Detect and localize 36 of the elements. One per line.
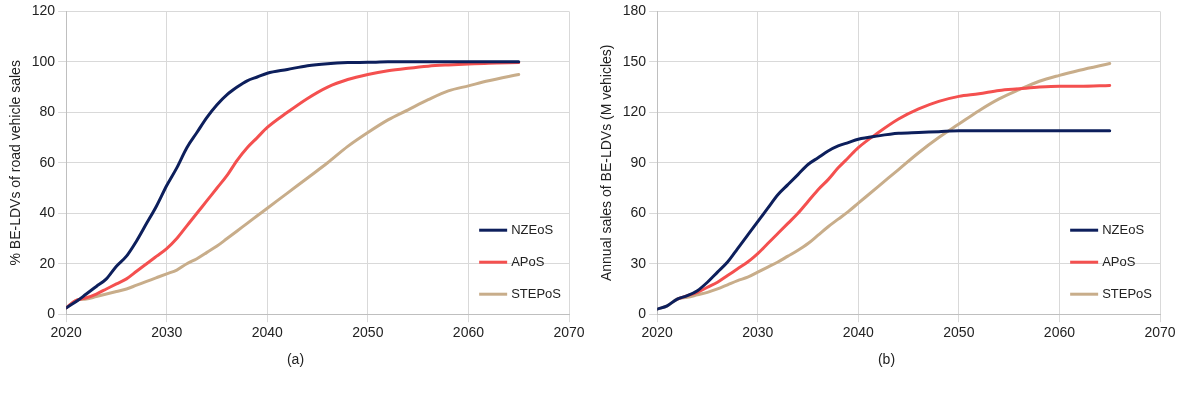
text: (a) <box>285 351 306 367</box>
y-tick-label: 60 <box>630 204 647 221</box>
legend-label: NZEoS <box>511 221 554 237</box>
x-tick-label: 2040 <box>251 324 284 341</box>
y-tick-label: 20 <box>39 254 56 271</box>
y-tick-label: 40 <box>39 204 56 221</box>
x-tick-label: 2050 <box>943 324 975 341</box>
legend-label: APoS <box>511 253 545 269</box>
y-tick-label: 80 <box>39 103 56 120</box>
x-tick-label: 2020 <box>641 324 673 341</box>
x-tick-label: 2060 <box>1043 324 1076 341</box>
y-axis-title: Annual sales of BE-LDVs (M vehicles) <box>598 44 615 282</box>
y-tick-label: 0 <box>638 305 647 322</box>
y-axis-title: % BE-LDVs of road vehicle sales <box>7 60 24 266</box>
y-tick-label: 180 <box>622 2 647 19</box>
x-tick-label: 2020 <box>50 324 82 341</box>
y-tick-label: 120 <box>622 103 647 120</box>
y-tick-label: 30 <box>630 254 647 271</box>
legend-label: STEPoS <box>1102 285 1153 301</box>
legend-label: NZEoS <box>1102 221 1145 237</box>
y-tick-label: 150 <box>622 52 647 69</box>
x-tick-label: 2070 <box>1144 324 1176 341</box>
y-tick-label: 60 <box>39 153 56 170</box>
y-tick-label: 120 <box>31 2 56 19</box>
x-tick-label: 2070 <box>553 324 585 341</box>
x-tick-label: 2030 <box>151 324 183 341</box>
x-tick-label: 2040 <box>842 324 875 341</box>
y-tick-label: 100 <box>31 52 56 69</box>
x-tick-label: 2030 <box>742 324 774 341</box>
y-tick-label: 90 <box>630 153 647 170</box>
y-tick-label: 0 <box>47 305 56 322</box>
text: (b) <box>876 351 897 367</box>
x-tick-label: 2060 <box>452 324 485 341</box>
legend-label: APoS <box>1102 253 1136 269</box>
x-tick-label: 2050 <box>352 324 384 341</box>
legend-label: STEPoS <box>511 285 562 301</box>
